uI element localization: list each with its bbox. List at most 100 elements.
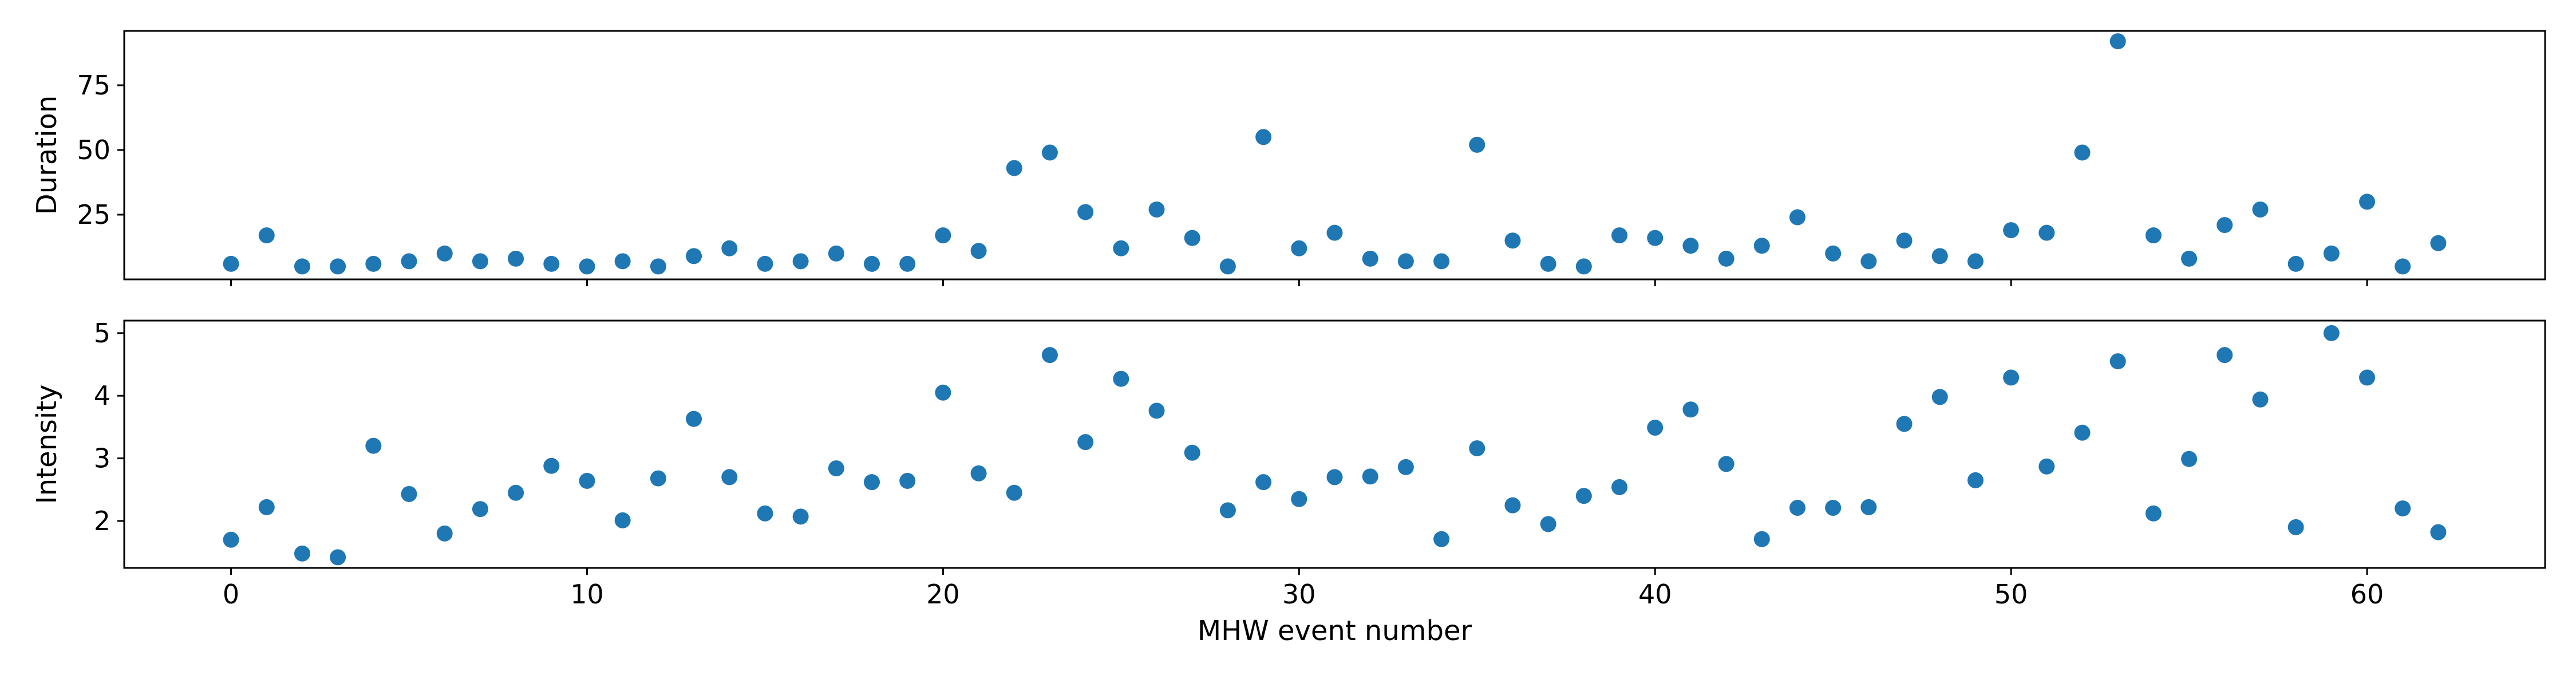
duration-point (1041, 144, 1058, 161)
duration-point (864, 255, 880, 272)
intensity-point (1647, 420, 1664, 436)
duration-y-tick-label: 25 (77, 199, 110, 230)
duration-point (614, 253, 631, 270)
duration-y-axis-label: Duration (31, 96, 63, 215)
intensity-point (2145, 505, 2162, 522)
x-tick-label: 60 (2350, 579, 2384, 610)
duration-y-tick-label: 50 (77, 135, 110, 165)
duration-point (330, 258, 346, 275)
duration-point (1077, 204, 1094, 220)
duration-point (2252, 201, 2269, 218)
intensity-point (1469, 440, 1485, 457)
intensity-point (2359, 369, 2376, 386)
intensity-point (1682, 401, 1699, 418)
duration-point (1148, 201, 1165, 218)
x-axis-label: MHW event number (1198, 615, 1472, 647)
intensity-point (757, 505, 773, 522)
duration-ticks: 25 50 75 (77, 70, 2368, 286)
intensity-point (508, 484, 524, 501)
intensity-point (614, 512, 631, 528)
intensity-y-tick-label: 3 (94, 443, 110, 474)
duration-point (1789, 209, 1805, 226)
intensity-point (1540, 516, 1556, 532)
intensity-point (1896, 416, 1913, 432)
duration-point (401, 253, 417, 270)
intensity-point (543, 457, 560, 474)
intensity-y-axis-label: Intensity (31, 385, 63, 504)
x-tick-label: 20 (926, 579, 960, 610)
duration-point (2145, 227, 2162, 244)
duration-point (1575, 258, 1592, 275)
duration-point (2109, 33, 2126, 50)
duration-point (935, 227, 951, 244)
duration-point (828, 245, 844, 262)
intensity-point (828, 460, 844, 477)
duration-point (1825, 245, 1842, 262)
duration-point (1611, 227, 1628, 244)
duration-point (258, 227, 275, 244)
duration-point (1219, 258, 1236, 275)
duration-point (1006, 160, 1022, 176)
x-tick-label: 10 (570, 579, 604, 610)
duration-point (543, 255, 560, 272)
duration-point (1397, 253, 1414, 270)
duration-point (2074, 144, 2091, 161)
duration-point (2395, 258, 2411, 275)
intensity-point (1006, 484, 1022, 501)
duration-point (650, 258, 666, 275)
intensity-point (1255, 474, 1272, 491)
intensity-point (899, 472, 916, 489)
x-tick-label: 0 (223, 579, 239, 610)
intensity-point (686, 410, 702, 427)
duration-point (757, 255, 773, 272)
intensity-point (1148, 402, 1165, 419)
intensity-point (401, 485, 417, 502)
intensity-point (2038, 458, 2055, 475)
intensity-point (2217, 347, 2233, 364)
duration-point (223, 255, 239, 272)
duration-y-tick-label: 75 (77, 70, 110, 101)
intensity-point (1291, 491, 1307, 507)
duration-point (686, 248, 702, 264)
intensity-point (1077, 434, 1094, 451)
x-tick-label: 30 (1282, 579, 1316, 610)
intensity-point (1397, 459, 1414, 475)
intensity-point (1219, 502, 1236, 519)
intensity-point (1504, 497, 1521, 514)
duration-point (1718, 250, 1735, 267)
duration-point (1362, 250, 1378, 267)
intensity-point (1433, 531, 1450, 547)
intensity-point (1753, 531, 1770, 547)
intensity-point (330, 549, 346, 566)
intensity-point (864, 474, 880, 491)
intensity-point (1041, 347, 1058, 364)
intensity-point (970, 465, 987, 481)
duration-point (1433, 253, 1450, 270)
duration-panel: 25 50 75 Duration (31, 30, 2546, 286)
duration-point (1860, 253, 1877, 270)
duration-point (2217, 217, 2233, 234)
intensity-point (2181, 451, 2198, 467)
intensity-points (223, 325, 2447, 566)
intensity-point (721, 469, 738, 485)
duration-point (472, 253, 488, 270)
duration-point (579, 258, 595, 275)
x-tick-label: 50 (1994, 579, 2028, 610)
intensity-point (436, 525, 453, 542)
intensity-point (1789, 500, 1805, 516)
intensity-point (258, 499, 275, 515)
intensity-point (2430, 524, 2447, 540)
intensity-point (1718, 456, 1735, 472)
intensity-point (792, 508, 809, 525)
duration-point (1255, 129, 1272, 145)
intensity-panel: 0 10 20 30 40 50 60 2 3 4 5 Intensity MHW event nu… (31, 318, 2546, 647)
intensity-point (2395, 500, 2411, 517)
duration-point (1113, 240, 1129, 256)
intensity-point (1113, 370, 1129, 387)
intensity-point (2323, 325, 2340, 341)
intensity-point (472, 501, 488, 518)
duration-point (1896, 232, 1913, 249)
duration-points (223, 33, 2447, 275)
intensity-point (1575, 488, 1592, 504)
